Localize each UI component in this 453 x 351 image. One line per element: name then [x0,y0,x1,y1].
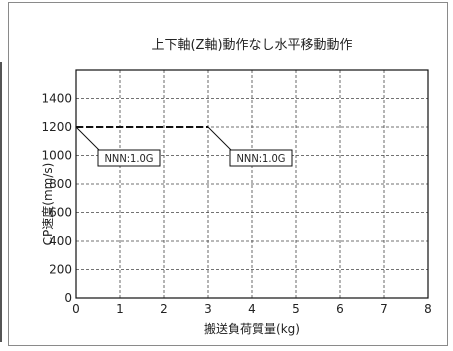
annotation-box [97,149,161,167]
y-tick-label: 1000 [41,149,72,163]
annotation-leader [75,126,101,152]
x-tick-label: 6 [336,302,344,316]
y-tick-label: 600 [49,206,72,220]
x-tick-labels: 0 1 2 3 4 5 6 7 8 [72,302,432,316]
x-axis-label: 搬送負荷質量(kg) [204,321,300,336]
y-tick-label: 800 [49,177,72,191]
x-tick-label: 5 [292,302,300,316]
y-tick-label: 400 [49,234,72,248]
x-tick-label: 8 [424,302,432,316]
y-tick-label: 1200 [41,120,72,134]
x-tick-label: 7 [380,302,388,316]
grid-lines [76,70,428,298]
annotation-box [229,149,293,167]
y-tick-labels: 0 200 400 600 800 1000 1200 1400 [41,92,72,306]
y-tick-label: 1400 [41,92,72,106]
left-edge-rule [0,62,2,342]
chart-title: 上下軸(Z軸)動作なし水平移動動作 [151,38,352,53]
plot-area-border [75,69,429,299]
annotation-label: NNN:1.0G [237,152,286,165]
annotation-label: NNN:1.0G [105,152,154,165]
y-axis-label: CP速度(mm/s) [40,163,55,246]
x-tick-label: 0 [72,302,80,316]
chart-frame [8,2,448,346]
annotation-leader [207,126,233,152]
x-tick-label: 4 [248,302,256,316]
annotations: NNN:1.0G NNN:1.0G [75,126,293,167]
y-tick-label: 200 [49,263,72,277]
y-tick-label: 0 [64,291,72,305]
x-tick-label: 3 [204,302,212,316]
x-tick-label: 1 [116,302,124,316]
x-tick-label: 2 [160,302,168,316]
